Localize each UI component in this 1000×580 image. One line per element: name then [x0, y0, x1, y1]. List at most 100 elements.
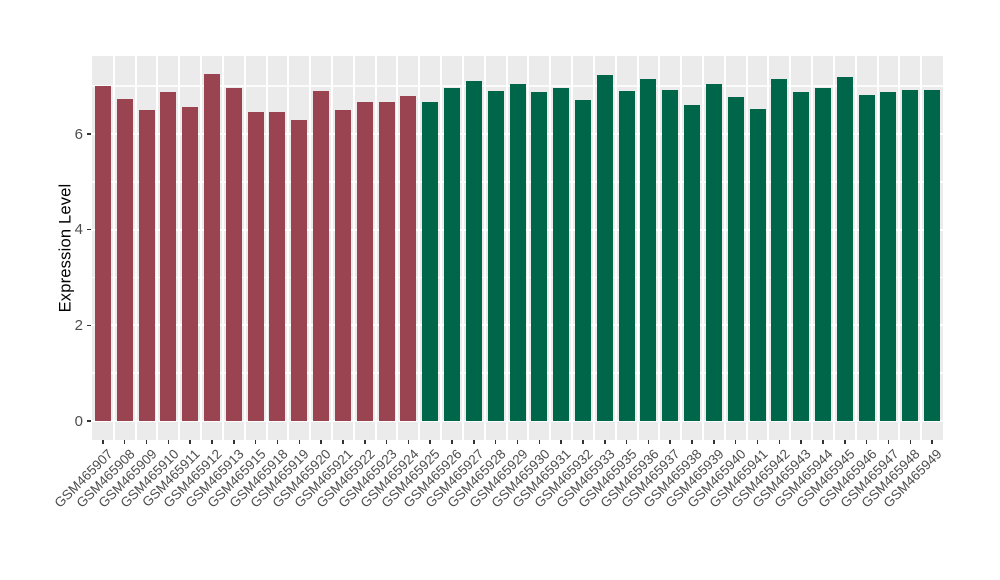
y-tick-label: 4 [74, 221, 83, 239]
y-tick-label: 0 [74, 412, 83, 430]
x-tick-mark [429, 440, 431, 444]
x-tick-mark [145, 440, 148, 444]
x-tick-mark [604, 440, 606, 444]
vertical-gridline [592, 56, 595, 440]
vertical-gridline [767, 56, 770, 440]
x-tick-mark [451, 440, 453, 444]
bar [487, 90, 504, 421]
bar [444, 88, 461, 421]
vertical-gridline [396, 56, 399, 440]
x-tick-mark [123, 440, 126, 444]
x-tick-mark [320, 440, 322, 444]
bar [138, 109, 155, 421]
vertical-gridline [374, 56, 377, 440]
vertical-gridline [745, 56, 748, 440]
vertical-gridline [505, 56, 508, 440]
bar [465, 80, 482, 421]
bar [204, 73, 220, 421]
x-tick-mark [865, 440, 868, 444]
x-tick-mark [364, 440, 366, 444]
x-tick-mark [756, 440, 759, 444]
x-tick-mark [189, 440, 191, 444]
x-tick-mark [473, 440, 475, 444]
x-tick-mark [582, 440, 584, 444]
bar [596, 75, 613, 421]
x-tick-mark [167, 440, 170, 444]
bar [247, 112, 264, 421]
vertical-gridline [243, 56, 246, 440]
x-tick-mark [800, 440, 802, 444]
bar [531, 92, 548, 421]
x-tick-mark [102, 440, 104, 444]
y-tick-label: 2 [74, 316, 83, 334]
bar [356, 102, 373, 421]
bar [618, 91, 635, 421]
vertical-gridline [789, 56, 792, 440]
x-tick-mark [538, 440, 541, 444]
vertical-gridline [331, 56, 334, 440]
bar [378, 102, 395, 421]
vertical-gridline [178, 56, 181, 440]
x-tick-mark [887, 440, 890, 444]
vertical-gridline [352, 56, 355, 440]
x-tick-mark [276, 440, 279, 444]
y-tick-label: 6 [74, 125, 83, 143]
vertical-gridline [701, 56, 704, 440]
vertical-gridline [723, 56, 726, 440]
bar [116, 99, 133, 421]
bar [400, 96, 417, 421]
y-tick-mark [87, 324, 91, 327]
y-tick-mark [87, 133, 91, 135]
x-tick-mark [669, 440, 671, 444]
bar [182, 106, 199, 421]
vertical-gridline [571, 56, 574, 440]
vertical-gridline [483, 56, 486, 440]
vertical-gridline [221, 56, 224, 440]
x-tick-mark [909, 440, 912, 444]
vertical-gridline [832, 56, 835, 440]
bar [662, 90, 679, 421]
vertical-gridline [876, 56, 879, 440]
bar [509, 84, 526, 421]
x-tick-mark [778, 440, 781, 444]
bar [814, 88, 831, 421]
vertical-gridline [440, 56, 443, 440]
vertical-gridline [920, 56, 923, 440]
vertical-gridline [811, 56, 814, 440]
vertical-gridline [658, 56, 661, 440]
bar [225, 88, 242, 421]
bar [858, 94, 875, 421]
vertical-gridline [156, 56, 159, 440]
bar [640, 79, 657, 421]
vertical-gridline [636, 56, 639, 440]
x-tick-mark [691, 440, 693, 444]
x-tick-mark [494, 440, 497, 444]
vertical-gridline [112, 56, 115, 440]
bar [727, 96, 744, 421]
bar [836, 76, 853, 421]
x-tick-mark [625, 440, 628, 444]
vertical-gridline [614, 56, 617, 440]
bar [771, 79, 788, 421]
bar [705, 84, 722, 421]
bar [793, 91, 810, 421]
bar [553, 88, 570, 421]
x-tick-mark [385, 440, 388, 444]
bar [313, 90, 330, 421]
x-tick-mark [844, 440, 846, 444]
x-tick-mark [560, 440, 562, 444]
vertical-gridline [680, 56, 683, 440]
x-tick-mark [734, 440, 737, 444]
bar [924, 90, 941, 421]
vertical-gridline [549, 56, 552, 440]
vertical-gridline [461, 56, 464, 440]
vertical-gridline [200, 56, 203, 440]
bar [902, 90, 919, 421]
x-tick-mark [407, 440, 410, 444]
bar [334, 110, 351, 421]
x-tick-mark [342, 440, 344, 444]
vertical-gridline [854, 56, 857, 440]
bar [422, 101, 439, 421]
vertical-gridline [898, 56, 901, 440]
plot-panel [92, 56, 943, 440]
